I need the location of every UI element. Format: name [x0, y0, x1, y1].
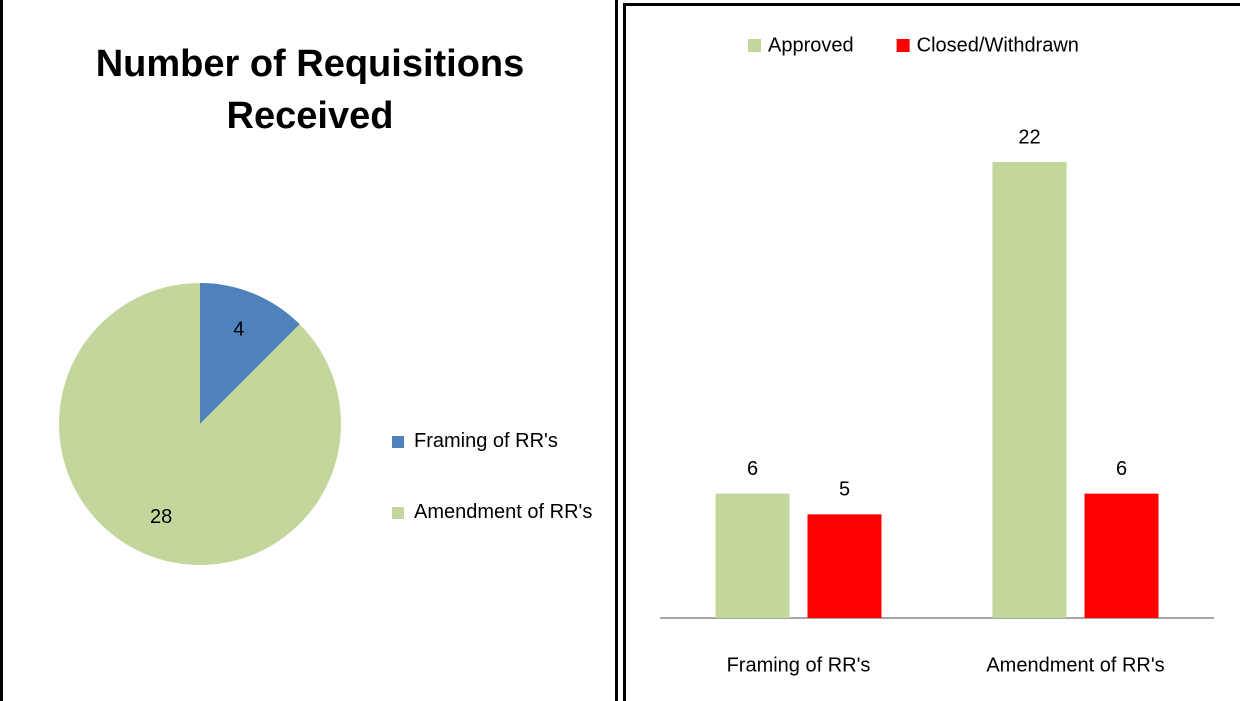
legend-swatch: [896, 39, 910, 52]
legend-label: Closed/Withdrawn: [917, 34, 1079, 56]
data-label: 6: [747, 458, 758, 480]
data-label: 5: [839, 479, 850, 501]
bar: [1084, 493, 1159, 618]
bar: [807, 514, 882, 618]
right-panel-border: [623, 3, 1240, 701]
legend-swatch: [392, 507, 404, 519]
pie-slice: [59, 283, 342, 565]
data-label: 28: [150, 506, 172, 528]
x-tick-label: Amendment of RR's: [986, 654, 1164, 676]
x-tick-label: Framing of RR's: [727, 654, 871, 676]
left-panel-border: [0, 0, 618, 701]
legend-label: Approved: [768, 34, 854, 56]
data-label: 4: [233, 318, 244, 340]
chart-title: Number of Requisitions Received: [95, 43, 525, 137]
legend-label: Framing of RR's: [414, 430, 558, 452]
data-label: 22: [1018, 126, 1040, 148]
bar: [715, 493, 790, 618]
data-label: 6: [1116, 458, 1127, 480]
pie-slice: [200, 283, 300, 424]
legend-swatch: [392, 436, 404, 448]
legend-label: Amendment of RR's: [414, 501, 593, 523]
legend-swatch: [748, 39, 761, 52]
bar: [992, 162, 1067, 618]
